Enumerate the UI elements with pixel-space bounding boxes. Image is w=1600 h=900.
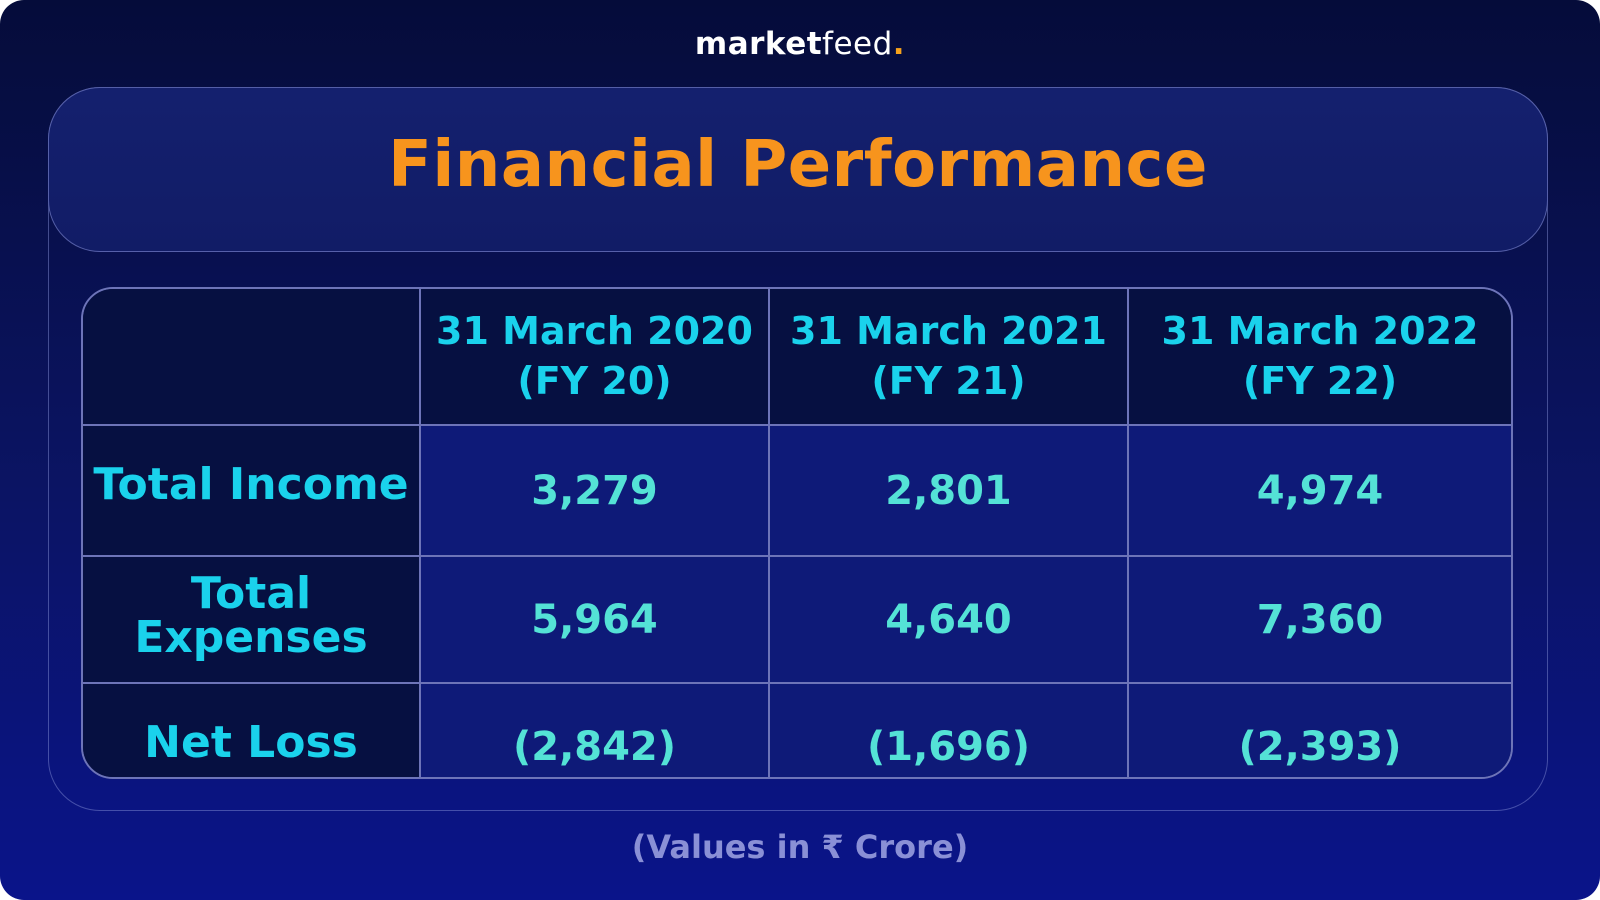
column-header-fy21: 31 March 2021 (FY 21) [768,289,1129,426]
row-label-text: Total Income [93,458,409,510]
column-header-date: 31 March 2022 [1161,309,1479,354]
table-header-row: 31 March 2020 (FY 20) 31 March 2021 (FY … [83,289,1511,426]
title-panel [48,87,1548,252]
logo-dot: . [892,26,906,62]
value-cell-loss-fy22: (2,393) [1127,682,1511,777]
column-header-fy: (FY 20) [517,358,672,403]
value-cell-income-fy20: 3,279 [419,424,770,557]
value-cell-loss-fy20: (2,842) [419,682,770,777]
brand-logo: marketfeed. [0,26,1600,62]
row-label-text-line2: Expenses [134,611,368,663]
value-cell-income-fy22: 4,974 [1127,424,1511,557]
logo-part-market: market [694,26,823,62]
logo-part-feed: feed [822,26,893,62]
column-header-fy: (FY 21) [871,358,1026,403]
column-header-date: 31 March 2021 [790,309,1107,354]
row-label-text: Total [190,567,312,619]
header-corner-cell [83,289,421,426]
table-row-total-expenses: Total Expenses 5,964 4,640 7,360 [83,555,1511,684]
column-header-fy: (FY 22) [1242,358,1398,403]
value-cell-expenses-fy20: 5,964 [419,555,770,684]
value-cell-expenses-fy22: 7,360 [1127,555,1511,684]
column-header-fy20: 31 March 2020 (FY 20) [419,289,770,426]
column-header-date: 31 March 2020 [436,309,753,354]
value-cell-income-fy21: 2,801 [768,424,1129,557]
value-cell-loss-fy21: (1,696) [768,682,1129,777]
row-label-total-expenses: Total Expenses [83,555,421,684]
column-header-fy22: 31 March 2022 (FY 22) [1127,289,1511,426]
units-footnote: (Values in ₹ Crore) [631,828,969,866]
table-row-net-loss: Net Loss (2,842) (1,696) (2,393) [83,682,1511,777]
table-row-total-income: Total Income 3,279 2,801 4,974 [83,424,1511,557]
financial-table-grid: 31 March 2020 (FY 20) 31 March 2021 (FY … [83,289,1511,777]
row-label-net-loss: Net Loss [83,682,421,777]
value-cell-expenses-fy21: 4,640 [768,555,1129,684]
row-label-text: Net Loss [144,716,358,768]
financial-table: 31 March 2020 (FY 20) 31 March 2021 (FY … [81,287,1513,779]
page-title: Financial Performance [388,128,1208,202]
row-label-total-income: Total Income [83,424,421,557]
